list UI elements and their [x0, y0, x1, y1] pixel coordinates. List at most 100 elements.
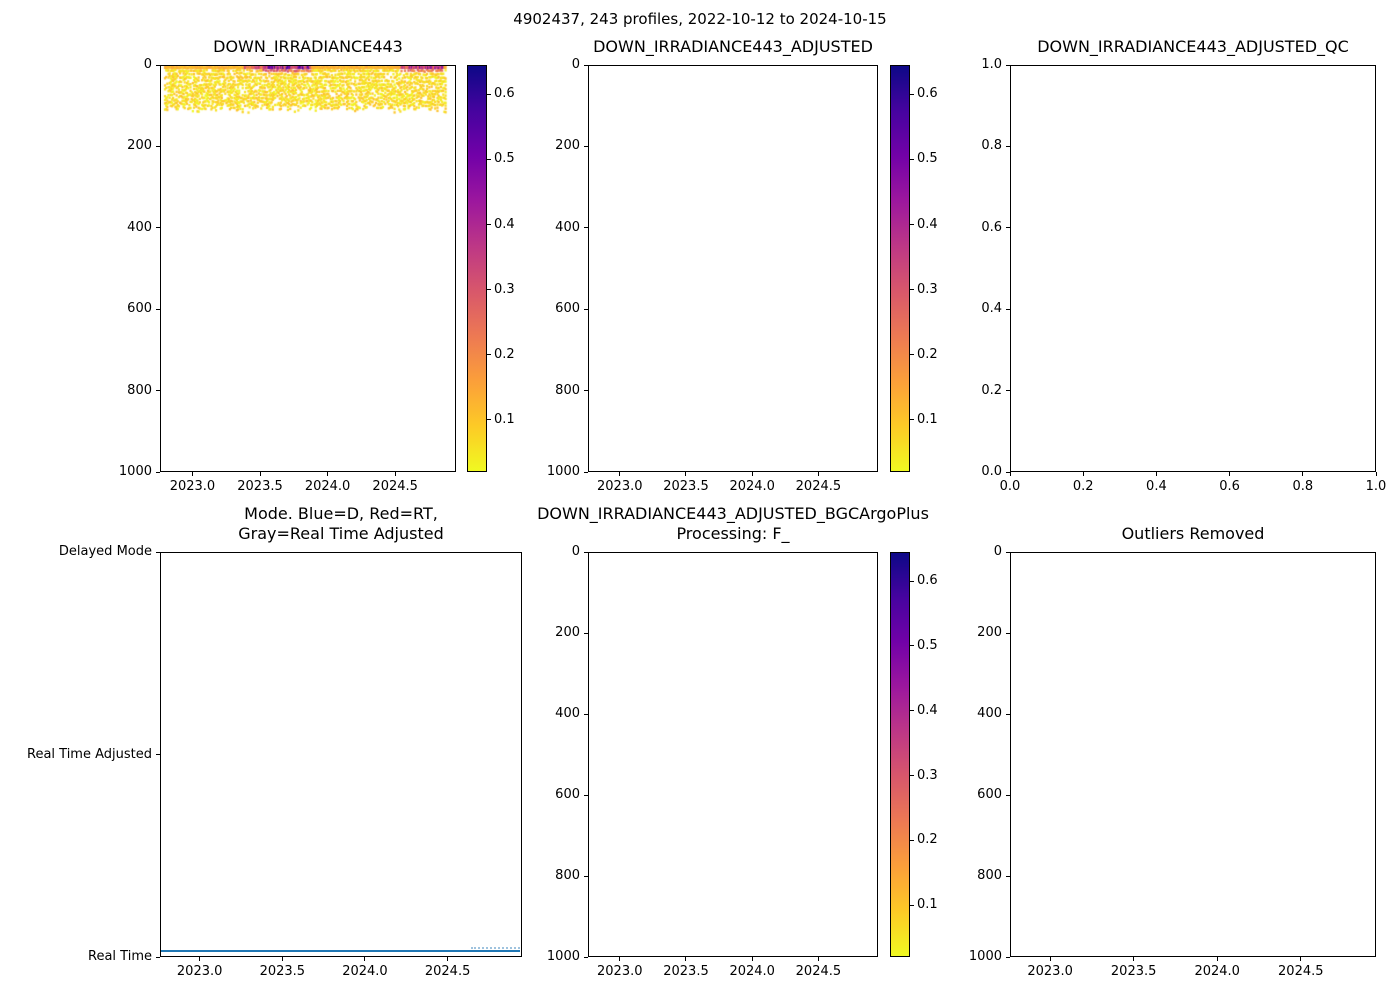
- colorbar-tick-label: 0.6: [917, 86, 938, 102]
- x-tick-label: 0.0: [999, 479, 1021, 494]
- colorbar-tick-mark: [910, 93, 914, 95]
- axes-title: DOWN_IRRADIANCE443_ADJUSTED_BGCArgoPlus: [537, 504, 929, 523]
- y-tick-mark: [584, 551, 588, 553]
- y-tick-mark: [156, 308, 160, 310]
- y-tick-mark: [1006, 713, 1010, 715]
- x-tick-mark: [1133, 957, 1135, 961]
- axes-outliers-removed: [1010, 552, 1376, 957]
- y-tick-mark: [584, 227, 588, 229]
- y-tick-label: 0: [143, 57, 152, 72]
- colorbar-tick-mark: [910, 839, 914, 841]
- x-tick-mark: [1375, 472, 1377, 476]
- y-tick-mark: [156, 227, 160, 229]
- y-tick-mark: [1006, 227, 1010, 229]
- y-tick-label: 1000: [546, 464, 580, 479]
- figure-title: 4902437, 243 profiles, 2022-10-12 to 202…: [513, 10, 887, 28]
- heatmap-canvas: [161, 66, 455, 471]
- x-tick-mark: [281, 957, 283, 961]
- colorbar-tick-mark: [910, 354, 914, 356]
- x-tick-mark: [685, 472, 687, 476]
- y-tick-mark: [1006, 956, 1010, 958]
- x-tick-mark: [1009, 472, 1011, 476]
- colorbar-tick-label: 0.4: [917, 216, 938, 232]
- y-tick-mark: [584, 308, 588, 310]
- y-tick-mark: [156, 551, 160, 553]
- colorbar-tick-label: 0.1: [917, 897, 938, 913]
- colorbar-tick-label: 0.4: [917, 702, 938, 718]
- axes-down-irradiance443-adjusted-qc: [1010, 65, 1376, 472]
- y-tick-label: 0.8: [981, 138, 1002, 154]
- axes-title: Outliers Removed: [1121, 524, 1265, 543]
- x-tick-mark: [751, 957, 753, 961]
- y-tick-label: 200: [555, 625, 580, 640]
- colorbar-tick-mark: [910, 158, 914, 160]
- x-tick-mark: [1216, 957, 1218, 961]
- x-tick-mark: [191, 472, 193, 476]
- x-tick-label: 2024.5: [372, 479, 418, 494]
- y-tick-mark: [1006, 794, 1010, 796]
- y-tick-label: 400: [555, 706, 580, 721]
- y-tick-label: 0.0: [981, 464, 1002, 479]
- colorbar-tick-mark: [910, 710, 914, 712]
- x-tick-label: 2023.5: [663, 964, 709, 979]
- x-tick-mark: [1300, 957, 1302, 961]
- colorbar-tick-mark: [910, 224, 914, 226]
- x-tick-mark: [447, 957, 449, 961]
- axes-down-irradiance443-adjusted: [588, 65, 878, 472]
- y-tick-label: 1000: [546, 949, 580, 964]
- colorbar-tick-mark: [910, 580, 914, 582]
- colorbar-tick-mark: [487, 93, 491, 95]
- colorbar-tick-mark: [487, 354, 491, 356]
- colorbar-tick-mark: [487, 224, 491, 226]
- y-tick-mark: [1006, 308, 1010, 310]
- x-tick-label: 2023.0: [597, 479, 643, 494]
- x-tick-label: 2023.5: [663, 479, 709, 494]
- colorbar-tick-label: 0.2: [917, 346, 938, 362]
- y-tick-mark: [584, 956, 588, 958]
- x-tick-mark: [1302, 472, 1304, 476]
- y-tick-label: 0.2: [981, 382, 1002, 398]
- colorbar-tick-label: 0.5: [917, 151, 938, 167]
- axes-title: DOWN_IRRADIANCE443_ADJUSTED_QC: [1037, 37, 1349, 56]
- x-tick-label: 2023.0: [169, 479, 216, 494]
- y-tick-label: 1000: [968, 949, 1002, 964]
- y-tick-mark: [1006, 471, 1010, 473]
- x-tick-mark: [817, 957, 819, 961]
- x-tick-mark: [1155, 472, 1157, 476]
- y-tick-label: 0: [993, 544, 1002, 559]
- y-category-label: Real Time Adjusted: [27, 746, 152, 762]
- axes-title: Processing: F_: [676, 524, 790, 543]
- y-tick-mark: [156, 145, 160, 147]
- x-tick-label: 2023.0: [597, 964, 643, 979]
- x-tick-mark: [1229, 472, 1231, 476]
- y-tick-mark: [584, 471, 588, 473]
- y-tick-mark: [584, 713, 588, 715]
- axes-title: DOWN_IRRADIANCE443_ADJUSTED: [593, 37, 873, 56]
- x-tick-label: 2024.5: [424, 964, 471, 979]
- y-tick-label: 400: [127, 219, 152, 235]
- x-tick-label: 2023.0: [176, 964, 223, 979]
- x-tick-label: 2024.0: [729, 964, 775, 979]
- mode-real-time-line: [161, 949, 520, 953]
- y-tick-label: 200: [127, 138, 152, 154]
- x-tick-label: 2024.0: [342, 964, 388, 979]
- colorbar: [890, 552, 910, 957]
- axes-title: DOWN_IRRADIANCE443: [213, 37, 403, 56]
- y-tick-label: 800: [977, 868, 1002, 883]
- colorbar-tick-label: 0.2: [917, 832, 938, 848]
- y-tick-label: 600: [555, 301, 580, 317]
- y-tick-mark: [1006, 551, 1010, 553]
- x-tick-label: 0.2: [1072, 479, 1094, 494]
- x-tick-mark: [619, 472, 621, 476]
- y-tick-label: 800: [555, 382, 580, 398]
- x-tick-label: 2024.0: [304, 479, 351, 494]
- y-tick-mark: [584, 794, 588, 796]
- colorbar-tick-label: 0.5: [917, 637, 938, 653]
- y-tick-label: 800: [555, 868, 580, 883]
- x-tick-mark: [685, 957, 687, 961]
- y-tick-mark: [1006, 875, 1010, 877]
- x-tick-label: 1.0: [1365, 479, 1387, 494]
- y-tick-mark: [584, 64, 588, 66]
- colorbar-tick-label: 0.5: [494, 151, 515, 167]
- y-tick-mark: [156, 956, 160, 958]
